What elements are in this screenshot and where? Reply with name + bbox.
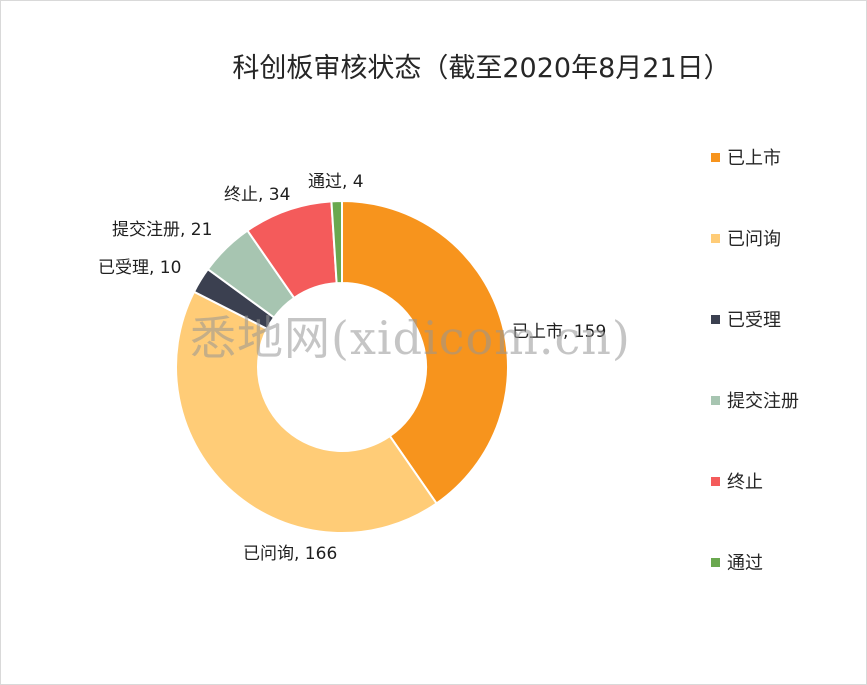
data-label-3: 已受理, 10 [98,258,181,278]
data-label-2: 已问询, 166 [243,544,337,564]
watermark: 悉地网(xidicom.cn) [190,311,631,365]
data-label-6: 通过, 4 [308,172,364,192]
legend-item-3: 已受理 [711,308,831,331]
legend-swatch-3 [711,314,720,324]
legend-label-1: 已上市 [727,148,781,169]
data-label-1: 已上市, 159 [512,322,606,342]
donut-slice-1 [341,199,509,505]
legend-swatch-6 [711,557,720,567]
data-label-5: 终止, 34 [224,185,290,205]
legend-swatch-1 [711,152,720,162]
legend-item-4: 提交注册 [711,389,831,412]
legend-swatch-5 [711,476,720,486]
legend-label-6: 通过 [727,553,763,574]
legend-swatch-2 [711,233,720,243]
legend-label-2: 已问询 [727,229,781,250]
chart-title: 科创板审核状态（截至2020年8月21日） [232,53,731,84]
legend-item-2: 已问询 [711,227,831,250]
data-label-4: 提交注册, 21 [112,220,212,240]
legend-label-5: 终止 [727,472,763,493]
legend-swatch-4 [711,395,720,405]
legend-item-1: 已上市 [711,146,831,169]
legend-item-6: 通过 [711,551,831,574]
legend-label-3: 已受理 [727,310,781,331]
legend-label-4: 提交注册 [727,391,799,412]
donut-slice-2 [175,290,438,534]
donut-slice-6 [330,199,343,285]
legend-item-5: 终止 [711,470,831,493]
